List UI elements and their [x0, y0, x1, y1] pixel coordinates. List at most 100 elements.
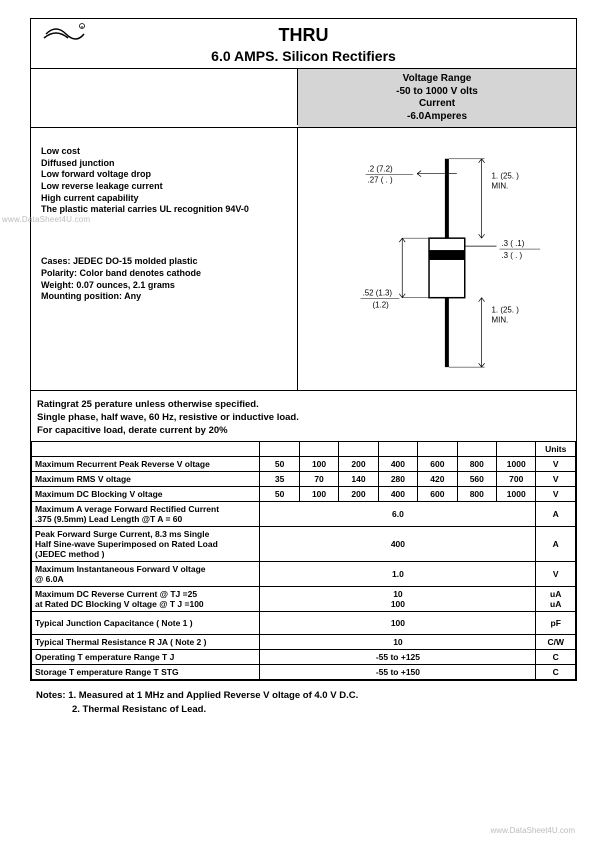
cell: 800: [457, 457, 496, 472]
cell: 1000: [497, 457, 536, 472]
table-header-row: Units: [32, 442, 576, 457]
table-row: Maximum DC Blocking V oltage 50 100 200 …: [32, 487, 576, 502]
cell: 400: [378, 487, 417, 502]
table-row: Operating T emperature Range T J -55 to …: [32, 650, 576, 665]
table-row: Typical Junction Capacitance ( Note 1 ) …: [32, 612, 576, 635]
dim-lead-len: 1. (25. ): [492, 172, 520, 181]
dim-lead-w: .2 (7.2): [368, 165, 393, 174]
dim-body-h2: (1.2): [373, 301, 390, 310]
cell: 280: [378, 472, 417, 487]
blank-cell: [418, 442, 457, 457]
cell: 200: [339, 487, 378, 502]
row-label: Maximum DC Blocking V oltage: [32, 487, 260, 502]
cell: 1.0: [260, 562, 536, 587]
feature-item: Diffused junction: [41, 158, 289, 170]
cell-unit: V: [536, 472, 576, 487]
blank-cell: [32, 442, 260, 457]
diagram-panel: .2 (7.2) .27 ( . ) 1. (25. ) MIN. .3 ( .…: [298, 128, 576, 390]
cell: 400: [378, 457, 417, 472]
blank-cell: [378, 442, 417, 457]
cell-unit: pF: [536, 612, 576, 635]
cell: 10 100: [260, 587, 536, 612]
dim-body-h: .52 (1.3): [363, 289, 393, 298]
current-label: Current: [298, 98, 576, 111]
cell: 1000: [497, 487, 536, 502]
case-line: Polarity: Color band denotes cathode: [41, 268, 289, 280]
note-line: Notes: 1. Measured at 1 MHz and Applied …: [36, 689, 577, 702]
cell: 800: [457, 487, 496, 502]
feature-item: Low reverse leakage current: [41, 181, 289, 193]
case-line: Mounting position: Any: [41, 291, 289, 303]
ratings-line: Single phase, half wave, 60 Hz, resistiv…: [37, 412, 576, 425]
row-label: Typical Thermal Resistance R JA ( Note 2…: [32, 635, 260, 650]
blank-cell: [260, 442, 299, 457]
row-label: Maximum DC Reverse Current @ TJ =25 at R…: [32, 587, 260, 612]
watermark-bottom: www.DataSheet4U.com: [491, 826, 575, 835]
dim-body-w: .3 ( .1): [502, 239, 525, 248]
cell: 10: [260, 635, 536, 650]
cell: 100: [260, 612, 536, 635]
cell: 100: [299, 487, 338, 502]
notes-block: Notes: 1. Measured at 1 MHz and Applied …: [30, 689, 577, 716]
row-label: Typical Junction Capacitance ( Note 1 ): [32, 612, 260, 635]
current-value: -6.0Amperes: [298, 111, 576, 124]
row-label: Peak Forward Surge Current, 8.3 ms Singl…: [32, 527, 260, 562]
table-row: Maximum Recurrent Peak Reverse V oltage …: [32, 457, 576, 472]
table-row: Storage T emperature Range T STG -55 to …: [32, 665, 576, 680]
dim-lead-min: MIN.: [492, 182, 509, 191]
row-label: Maximum Instantaneous Forward V oltage @…: [32, 562, 260, 587]
cell: 50: [260, 457, 299, 472]
cell-unit: A: [536, 527, 576, 562]
feature-item: Low cost: [41, 146, 289, 158]
dim-lead-w2: .27 ( . ): [368, 176, 393, 185]
cell: 200: [339, 457, 378, 472]
cell-unit: V: [536, 487, 576, 502]
row-label: Maximum A verage Forward Rectified Curre…: [32, 502, 260, 527]
ratings-header: Ratingrat 25 perature unless otherwise s…: [31, 390, 576, 441]
dim-lead-min2: MIN.: [492, 315, 509, 324]
header-strip: Voltage Range -50 to 1000 V olts Current…: [31, 68, 576, 127]
cell: 560: [457, 472, 496, 487]
voltage-label: Voltage Range: [298, 73, 576, 86]
cell-unit: uA uA: [536, 587, 576, 612]
watermark-left: www.DataSheet4U.com: [2, 215, 90, 224]
table-row: Peak Forward Surge Current, 8.3 ms Singl…: [32, 527, 576, 562]
table-row: Maximum A verage Forward Rectified Curre…: [32, 502, 576, 527]
feature-item: High current capability: [41, 193, 289, 205]
case-line: Cases: JEDEC DO-15 molded plastic: [41, 256, 289, 268]
blank-cell: [497, 442, 536, 457]
cell-unit: C/W: [536, 635, 576, 650]
brand-logo: R: [42, 20, 86, 52]
cell: 700: [497, 472, 536, 487]
cell: 6.0: [260, 502, 536, 527]
cell: 50: [260, 487, 299, 502]
header-left-blank: [31, 69, 298, 125]
cell: 420: [418, 472, 457, 487]
units-header: Units: [536, 442, 576, 457]
table-row: Maximum Instantaneous Forward V oltage @…: [32, 562, 576, 587]
row-label: Maximum Recurrent Peak Reverse V oltage: [32, 457, 260, 472]
cell: 600: [418, 487, 457, 502]
row-label: Storage T emperature Range T STG: [32, 665, 260, 680]
blank-cell: [457, 442, 496, 457]
blank-cell: [339, 442, 378, 457]
note-line: 2. Thermal Resistanc of Lead.: [36, 703, 577, 716]
cell: -55 to +125: [260, 650, 536, 665]
ratings-line: For capacitive load, derate current by 2…: [37, 425, 576, 438]
row-label: Operating T emperature Range T J: [32, 650, 260, 665]
cell: 70: [299, 472, 338, 487]
ratings-line: Ratingrat 25 perature unless otherwise s…: [37, 399, 576, 412]
package-diagram: .2 (7.2) .27 ( . ) 1. (25. ) MIN. .3 ( .…: [308, 138, 566, 378]
header-specs: Voltage Range -50 to 1000 V olts Current…: [298, 69, 576, 127]
cell: 35: [260, 472, 299, 487]
content-frame: THRU 6.0 AMPS. Silicon Rectifiers Voltag…: [30, 18, 577, 681]
blank-cell: [299, 442, 338, 457]
cell: 400: [260, 527, 536, 562]
page-title: THRU: [31, 25, 576, 46]
cell: 140: [339, 472, 378, 487]
spec-table: Units Maximum Recurrent Peak Reverse V o…: [31, 441, 576, 680]
table-row: Maximum DC Reverse Current @ TJ =25 at R…: [32, 587, 576, 612]
cell-unit: A: [536, 502, 576, 527]
page-subtitle: 6.0 AMPS. Silicon Rectifiers: [31, 48, 576, 64]
cell: -55 to +150: [260, 665, 536, 680]
